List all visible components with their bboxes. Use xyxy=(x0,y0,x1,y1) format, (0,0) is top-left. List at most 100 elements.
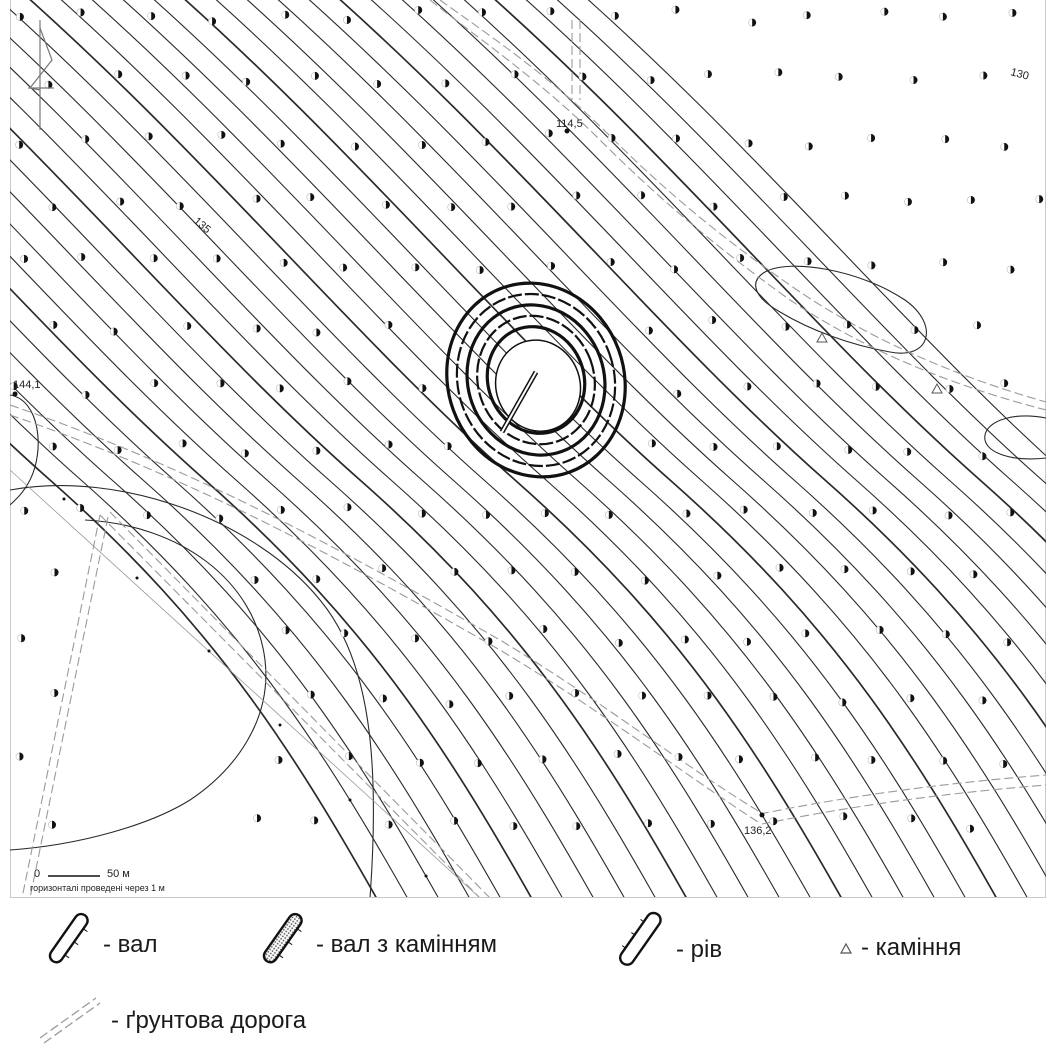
tree-icon xyxy=(48,203,57,212)
tree-icon xyxy=(311,71,319,80)
tree-icon xyxy=(838,698,847,707)
tree-icon xyxy=(416,758,424,767)
tree-icon xyxy=(507,566,516,575)
tree-icon xyxy=(15,140,24,149)
tree-icon xyxy=(748,18,757,27)
tree-icon xyxy=(411,263,420,272)
contour-line xyxy=(10,127,687,897)
fort-ring xyxy=(455,292,617,468)
tree-icon xyxy=(880,7,889,16)
tree-icon xyxy=(966,195,975,204)
tree-icon xyxy=(411,634,420,643)
contour-line xyxy=(587,0,1046,457)
tree-icon xyxy=(240,449,249,458)
dirt-roads xyxy=(10,0,1046,897)
tree-icon xyxy=(274,755,283,764)
tree-icon xyxy=(572,191,581,200)
tree-icon xyxy=(344,752,353,761)
tree-icon xyxy=(381,200,390,209)
tree-icon xyxy=(178,439,187,448)
scale-bar-end: 50 м xyxy=(107,868,130,880)
tree-icon xyxy=(417,509,426,518)
tree-icon xyxy=(706,819,715,828)
tree-icon xyxy=(77,253,86,262)
tree-icon xyxy=(939,258,948,267)
tree-icon xyxy=(735,755,744,764)
tree-icon xyxy=(17,634,26,643)
tree-icon xyxy=(614,638,623,647)
tree-icon xyxy=(670,265,679,274)
tree-icon xyxy=(578,72,587,81)
tree-icon xyxy=(50,568,59,577)
fort-ring xyxy=(445,281,627,479)
tree-icon xyxy=(673,389,682,398)
tree-icon xyxy=(175,202,184,211)
tree-icon xyxy=(572,822,581,831)
dirt-road-line xyxy=(10,414,759,823)
tree-icon xyxy=(546,7,555,16)
tree-icon xyxy=(208,17,217,26)
tree-icon xyxy=(76,503,85,512)
tree-icon xyxy=(142,511,151,520)
tree-icon xyxy=(682,509,691,518)
tree-icon xyxy=(216,379,225,388)
tree-icon xyxy=(20,254,29,263)
tree-icon xyxy=(674,752,683,761)
tree-icon xyxy=(310,816,319,825)
tree-icon xyxy=(944,511,953,520)
tree-icon xyxy=(834,72,843,81)
tree-icon xyxy=(867,134,876,143)
tree-icon xyxy=(250,575,259,584)
legend-label-stones: - каміння xyxy=(861,934,962,961)
tree-icon xyxy=(475,266,484,275)
tree-icon xyxy=(904,197,912,206)
contour-line xyxy=(184,0,997,897)
contour-loop xyxy=(10,485,375,897)
tree-icon xyxy=(671,5,680,14)
tree-icon xyxy=(351,142,360,151)
tree-icon xyxy=(343,503,352,512)
contour-interval-note: горизонталі проведені через 1 м xyxy=(30,883,165,893)
tree-icon xyxy=(540,509,549,518)
contour-line xyxy=(277,0,1046,825)
tree-icon xyxy=(811,753,820,762)
tree-icon xyxy=(739,505,748,514)
tree-icon xyxy=(441,79,450,88)
contour-line xyxy=(29,0,842,897)
rampart-symbol-icon xyxy=(48,912,89,964)
tree-icon xyxy=(312,328,321,337)
tree-icon xyxy=(638,691,647,700)
tree-icon xyxy=(966,824,975,833)
north-arrow-icon xyxy=(28,20,54,130)
tree-icon xyxy=(646,76,655,85)
tree-icon xyxy=(544,129,553,138)
tree-icon xyxy=(281,626,290,635)
contour-line xyxy=(463,0,1046,575)
tree-icon xyxy=(803,257,812,266)
contour-loop xyxy=(10,519,267,851)
tree-icon xyxy=(48,820,57,829)
tree-icon xyxy=(941,135,950,144)
tree-icon xyxy=(769,692,778,701)
tree-icon xyxy=(867,261,876,270)
contour-line xyxy=(10,190,625,897)
contour-label: 130 xyxy=(1009,66,1030,82)
tree-icon xyxy=(306,690,315,699)
tree-icon xyxy=(781,322,790,331)
tree-icon xyxy=(909,76,918,85)
tree-icon xyxy=(1008,8,1017,17)
tree-icon xyxy=(478,8,486,17)
tree-icon xyxy=(1035,195,1044,204)
tree-icon xyxy=(505,691,514,700)
tree-icon xyxy=(253,814,262,823)
contour-line xyxy=(91,0,904,897)
tree-icon xyxy=(769,817,778,826)
tree-icon xyxy=(76,8,85,17)
tree-icon xyxy=(772,442,781,451)
spot-height-label: 144,1 xyxy=(13,379,41,391)
contour-label: 135 xyxy=(191,215,213,236)
spot-height-marker xyxy=(759,812,765,818)
tree-icon xyxy=(212,254,221,263)
tree-icon xyxy=(867,755,876,764)
contour-line xyxy=(308,0,1046,775)
